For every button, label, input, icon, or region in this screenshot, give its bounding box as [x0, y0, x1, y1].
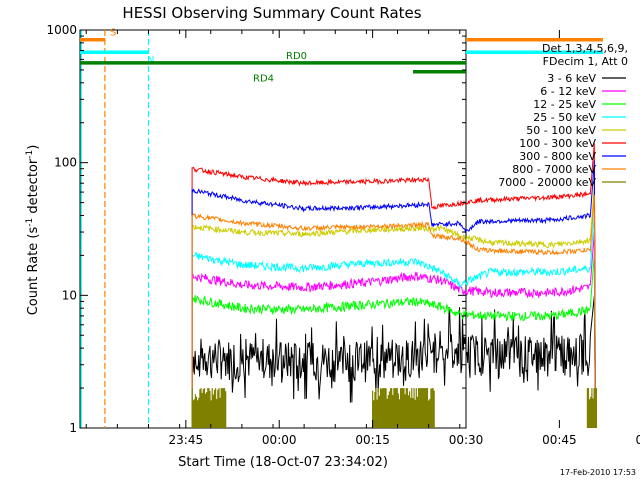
legend-label-1: 6 - 12 keV [540, 85, 596, 98]
y-axis-label-exp-1: -1 [25, 218, 35, 227]
flag-label-rd0: RD0 [286, 51, 307, 62]
legend-label-7: 800 - 7000 keV [512, 163, 596, 176]
x-tick-label-5: 01:00 [635, 433, 640, 447]
legend: Det 1,3,4,5,6,9, FDecim 1, Att 0 3 - 6 k… [498, 42, 628, 189]
flag-label-n: N [147, 55, 154, 66]
series-line-5 [191, 143, 596, 429]
y-axis-label-part-2: detector [26, 158, 41, 218]
y-tick-label-3: 1000 [46, 23, 77, 37]
x-tick-label-3: 00:30 [449, 433, 484, 447]
legend-label-3: 25 - 50 keV [533, 111, 596, 124]
x-tick-label-0: 23:45 [169, 433, 204, 447]
x-tick-label-4: 00:45 [542, 433, 577, 447]
y-axis-label-part-3: ) [26, 145, 41, 150]
series-line-0 [191, 295, 596, 429]
y-axis-label: Count Rate (s-1 detector-1) [25, 145, 41, 316]
legend-label-5: 100 - 300 keV [519, 137, 596, 150]
y-tick-label-1: 10 [62, 288, 77, 302]
legend-label-2: 12 - 25 keV [533, 98, 596, 111]
series-line-3 [191, 213, 596, 429]
flag-label-s: S [110, 28, 116, 39]
series-line-6 [191, 160, 596, 429]
series-line-4 [191, 185, 596, 429]
chart-title: HESSI Observing Summary Count Rates [122, 4, 421, 22]
y-axis: 1 10 100 1000 [46, 23, 466, 435]
timestamp: 17-Feb-2010 17:53 [560, 468, 636, 477]
y-axis-label-part-1: Count Rate (s [26, 227, 41, 316]
legend-label-0: 3 - 6 keV [547, 72, 596, 85]
legend-header-line-1: Det 1,3,4,5,6,9, [542, 42, 628, 55]
y-tick-label-0: 1 [69, 421, 77, 435]
plot-area: S N RD0 RD4 [79, 28, 603, 429]
x-axis-label: Start Time (18-Oct-07 23:34:02) [178, 455, 388, 470]
legend-label-4: 50 - 100 keV [526, 124, 596, 137]
series-line-7 [191, 194, 596, 429]
y-axis-label-exp-2: -1 [25, 150, 35, 159]
y-tick-label-2: 100 [54, 156, 77, 170]
series-spikes-7000-20000 [191, 388, 597, 428]
flag-label-rd4: RD4 [253, 74, 274, 85]
x-tick-label-1: 00:00 [262, 433, 297, 447]
legend-header-line-2: FDecim 1, Att 0 [543, 55, 628, 68]
legend-label-6: 300 - 800 keV [519, 150, 596, 163]
series-line-1 [191, 232, 596, 429]
legend-label-8: 7000 - 20000 keV [498, 176, 596, 189]
x-tick-label-2: 00:15 [355, 433, 390, 447]
x-axis: 23:45 00:00 00:15 00:30 00:45 01:00 [85, 30, 640, 447]
series-line-2 [191, 254, 596, 429]
